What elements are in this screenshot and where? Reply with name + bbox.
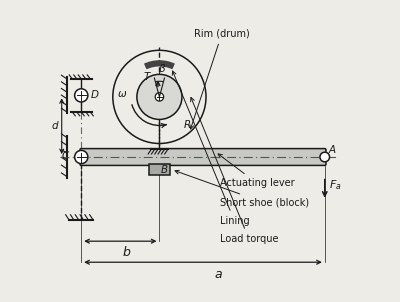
Text: Lining: Lining: [172, 71, 249, 226]
Circle shape: [155, 93, 164, 101]
Text: A: A: [328, 145, 336, 155]
Text: D: D: [91, 90, 99, 100]
Text: d: d: [52, 121, 58, 131]
Circle shape: [137, 74, 182, 119]
Text: Short shoe (block): Short shoe (block): [175, 170, 309, 207]
Text: Load torque: Load torque: [191, 98, 278, 244]
Text: C: C: [61, 151, 69, 161]
Text: T: T: [144, 72, 150, 82]
FancyBboxPatch shape: [149, 164, 170, 175]
Text: $F_a$: $F_a$: [329, 178, 341, 192]
Text: B: B: [161, 165, 168, 175]
Text: a: a: [214, 268, 222, 281]
Circle shape: [320, 152, 330, 162]
FancyBboxPatch shape: [80, 149, 326, 165]
Circle shape: [75, 89, 88, 102]
Text: b: b: [122, 246, 130, 259]
Text: $\beta$: $\beta$: [158, 62, 166, 76]
Text: Actuating lever: Actuating lever: [218, 154, 294, 188]
Text: Rim (drum): Rim (drum): [190, 29, 250, 129]
Text: R: R: [184, 120, 191, 130]
Text: $\omega$: $\omega$: [117, 89, 128, 99]
Circle shape: [75, 150, 88, 164]
